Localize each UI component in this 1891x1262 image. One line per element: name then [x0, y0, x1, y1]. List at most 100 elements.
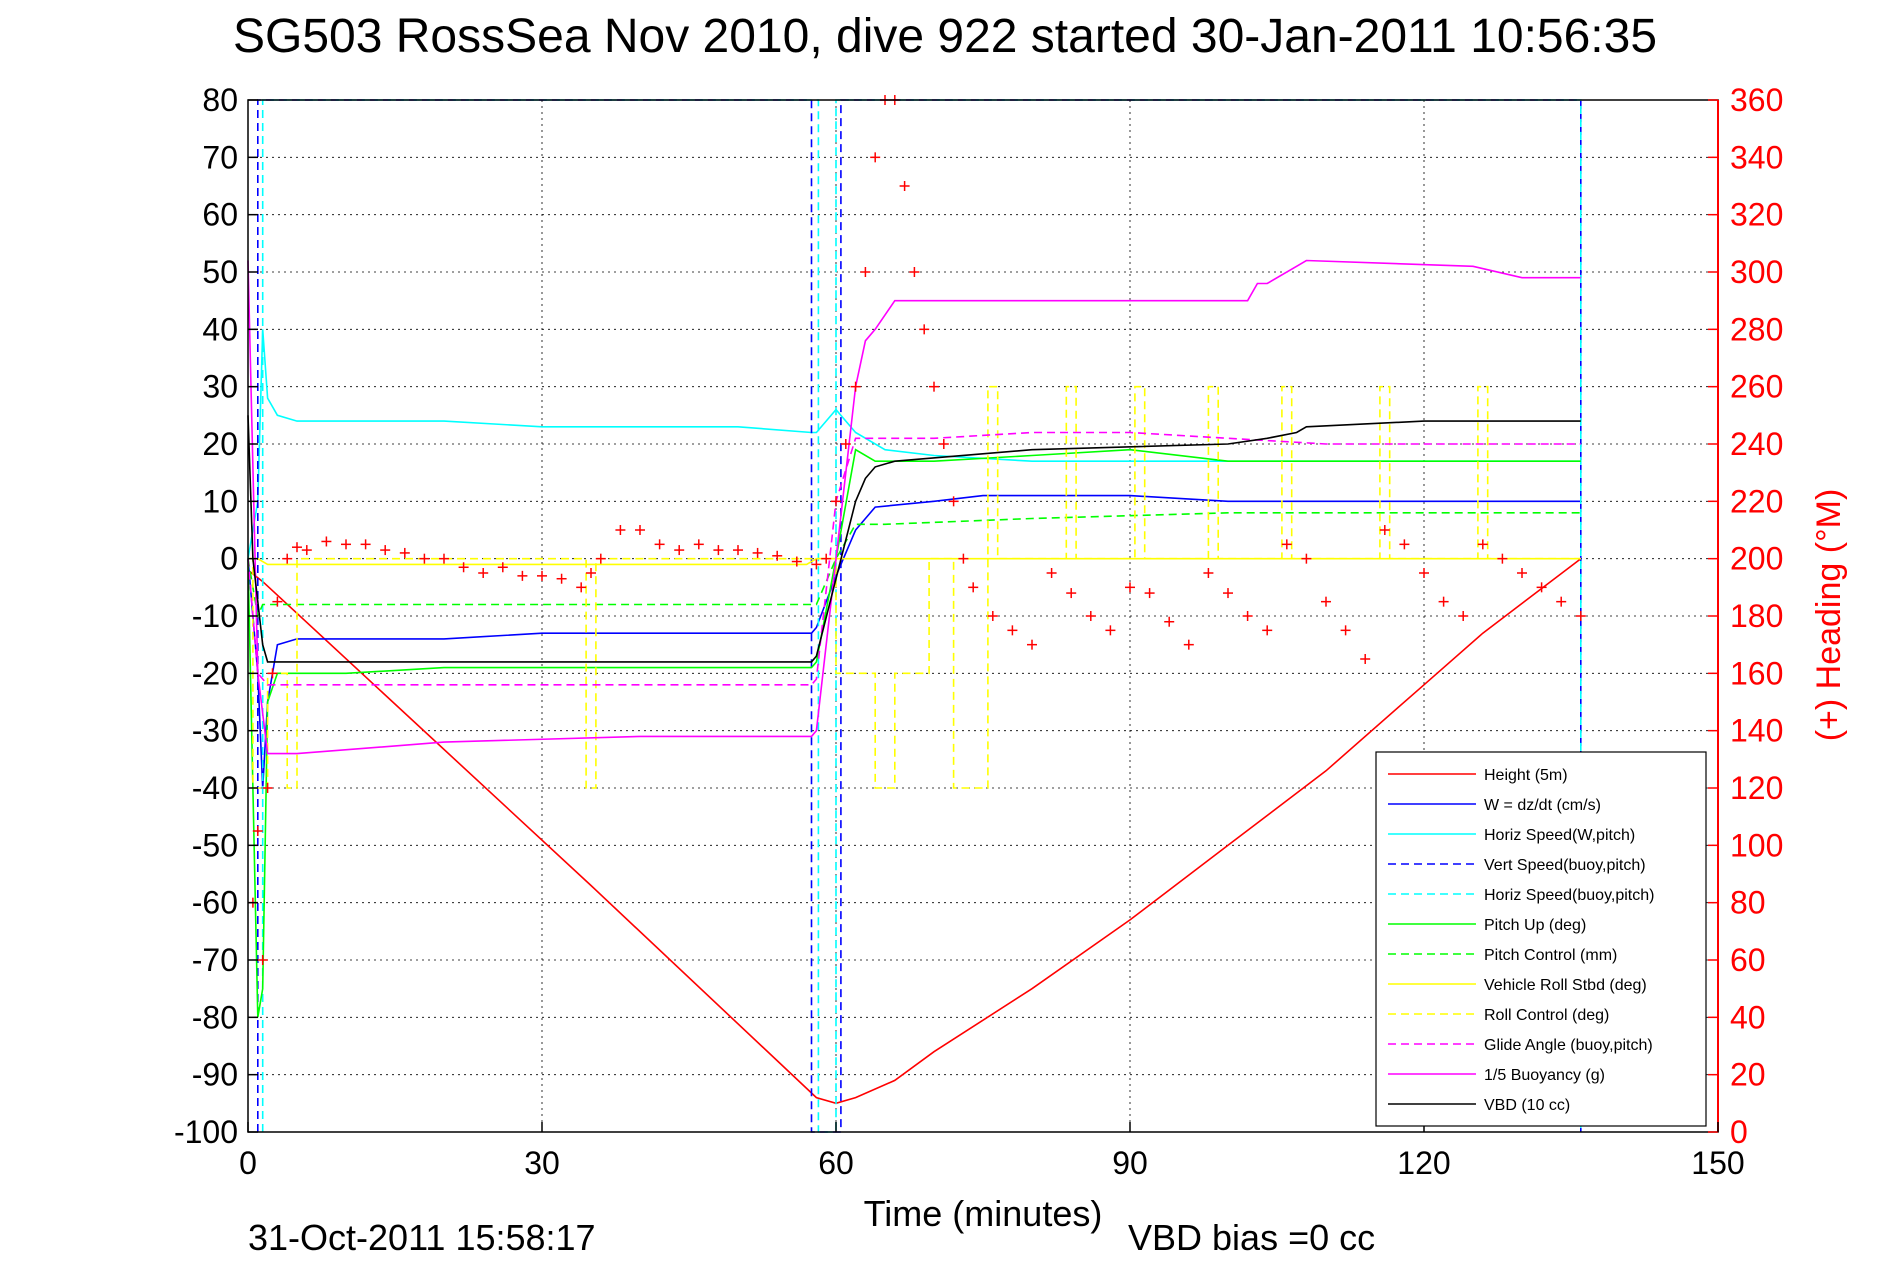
heading-point [938, 439, 949, 449]
heading-point [791, 556, 802, 567]
series-line-10 [247, 259, 1581, 755]
right-tick-label: 60 [1730, 942, 1766, 978]
heading-point [860, 267, 871, 277]
left-tick-label: 10 [202, 483, 238, 519]
x-axis: 0 30 60 90 120 150 [239, 1122, 1745, 1181]
heading-point [909, 267, 920, 277]
right-tick-label: 20 [1730, 1057, 1766, 1093]
left-tick-label: 70 [202, 139, 238, 175]
legend-label: VBD (10 cc) [1484, 1097, 1570, 1114]
heading-point [1340, 625, 1351, 636]
legend-label: Roll Control (deg) [1484, 1007, 1609, 1024]
heading-point [576, 582, 587, 593]
heading-point [517, 570, 528, 581]
right-tick-label: 160 [1730, 655, 1783, 691]
heading-point [1125, 582, 1135, 593]
left-tick-label: -60 [192, 885, 238, 921]
heading-point [1164, 616, 1175, 627]
x-tick-label: 0 [239, 1145, 257, 1181]
heading-point [674, 545, 685, 556]
heading-point [321, 536, 332, 547]
series-line-0 [247, 558, 1582, 1105]
heading-point [831, 496, 841, 507]
series-line-7 [248, 557, 1581, 566]
heading-point [1046, 568, 1057, 578]
x-tick-label: 30 [524, 1145, 560, 1181]
right-tick-label: 320 [1730, 197, 1783, 233]
heading-point [292, 542, 302, 553]
heading-point [1027, 639, 1037, 650]
heading-point [1262, 625, 1273, 636]
heading-point [586, 568, 596, 578]
heading-point [282, 553, 293, 564]
legend-box [1375, 751, 1707, 1127]
heading-point [1183, 639, 1194, 650]
right-tick-label: 0 [1730, 1114, 1748, 1150]
legend-label: Horiz Speed(buoy,pitch) [1484, 887, 1654, 904]
heading-point [615, 525, 626, 535]
legend-label: Glide Angle (buoy,pitch) [1484, 1037, 1653, 1054]
right-tick-label: 100 [1730, 827, 1783, 863]
heading-point [772, 550, 783, 561]
heading-point [870, 152, 881, 163]
left-tick-label: -90 [192, 1057, 238, 1093]
right-tick-label: 80 [1730, 885, 1766, 921]
heading-point [1321, 596, 1331, 607]
heading-point [1399, 539, 1410, 550]
left-tick-label: -30 [192, 713, 238, 749]
right-axis: 3603403203002802602402202001801601401201… [1708, 82, 1783, 1150]
series-line-8 [248, 385, 1581, 789]
heading-point [850, 381, 861, 392]
right-tick-label: 360 [1730, 82, 1783, 118]
heading-point [1438, 596, 1449, 607]
heading-point [919, 324, 930, 335]
heading-point [341, 539, 351, 550]
legend-label: Horiz Speed(W,pitch) [1484, 827, 1635, 844]
heading-point [752, 547, 763, 558]
heading-point [1536, 582, 1547, 593]
chart-title: SG503 RossSea Nov 2010, dive 922 started… [233, 10, 1657, 63]
heading-point [267, 668, 278, 679]
heading-point [1556, 596, 1567, 607]
heading-point [1301, 553, 1312, 564]
left-tick-label: -10 [192, 598, 238, 634]
left-tick-label: -50 [192, 827, 238, 863]
heading-point [821, 553, 832, 564]
right-tick-label: 200 [1730, 541, 1783, 577]
left-tick-label: -80 [192, 999, 238, 1035]
timestamp-label: 31-Oct-2011 15:58:17 [248, 1217, 596, 1258]
x-tick-label: 90 [1112, 1145, 1148, 1181]
heading-point [439, 553, 449, 564]
heading-point [1203, 568, 1214, 578]
left-tick-label: -70 [192, 942, 238, 978]
left-tick-label: 50 [202, 254, 238, 290]
heading-point [1066, 588, 1077, 599]
heading-point [1105, 625, 1116, 636]
right-tick-label: 240 [1730, 426, 1783, 462]
legend-label: W = dz/dt (cm/s) [1484, 797, 1601, 814]
heading-point [693, 539, 704, 550]
heading-point [537, 570, 547, 581]
heading-point [948, 496, 959, 507]
heading-point [419, 553, 430, 564]
heading-point [380, 545, 391, 556]
heading-point [1575, 611, 1586, 621]
left-tick-label: 30 [202, 369, 238, 405]
heading-point [1223, 588, 1233, 599]
heading-point [1281, 539, 1292, 550]
heading-point [929, 381, 939, 392]
heading-point [360, 539, 371, 550]
right-tick-label: 140 [1730, 713, 1783, 749]
right-tick-label: 120 [1730, 770, 1783, 806]
heading-point [1379, 525, 1390, 535]
heading-point [1517, 568, 1527, 578]
heading-point [1497, 553, 1508, 564]
left-tick-label: -100 [174, 1114, 238, 1150]
heading-point [497, 562, 508, 573]
heading-point [595, 553, 606, 564]
heading-point [272, 596, 283, 607]
series-line-1 [247, 494, 1581, 789]
heading-point [899, 181, 910, 191]
right-tick-label: 300 [1730, 254, 1783, 290]
heading-point [654, 539, 665, 550]
